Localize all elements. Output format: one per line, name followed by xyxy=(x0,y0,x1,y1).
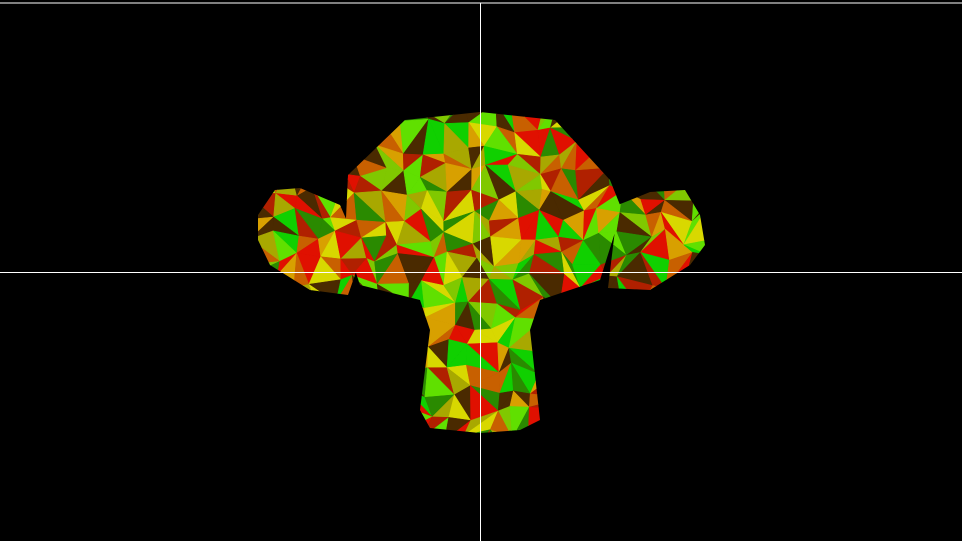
facet xyxy=(463,429,491,433)
